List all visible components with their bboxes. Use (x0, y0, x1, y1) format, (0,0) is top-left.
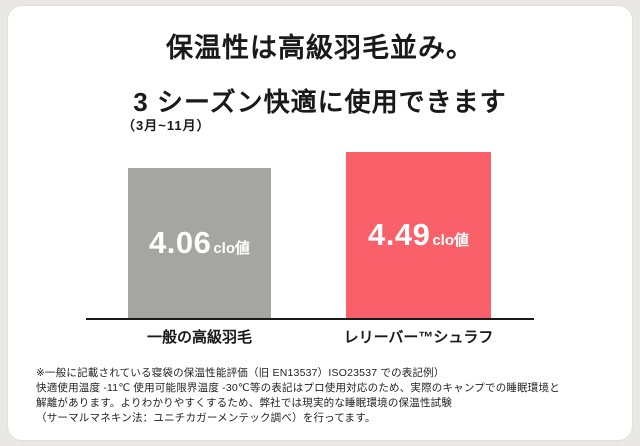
bar-value-number: 4.06 (148, 225, 212, 260)
footnote-line: 快適使用温度 -11℃ 使用可能限界温度 -30℃等の表記はプロ使用対応のため、… (36, 382, 560, 394)
bar-value-unit: clo値 (213, 240, 251, 257)
footnote-line: 解離があります。よりわかりやすくするため、弊社では現実的な睡眠環境の保温性試験 (36, 397, 453, 409)
bar-value-unit: clo値 (432, 232, 470, 249)
footnote-line: （サーマルマネキン法：ユニチカガーメンテック調べ）を行ってます。 (36, 412, 376, 424)
footnote: ※一般に記載されている寝袋の保温性能評価（旧 EN13537）ISO23537 … (36, 366, 611, 426)
bar-value-number: 4.49 (367, 217, 431, 252)
category-labels: 一般の高級羽毛 レリーバー™シュラフ (86, 326, 534, 348)
page-subtitle: 3 シーズン快適に使用できます (133, 87, 507, 117)
bar-chart: 4.06 clo値 4.49 clo値 (86, 138, 534, 320)
bar-value-reliever: 4.49 clo値 (368, 217, 469, 253)
footnote-line: ※一般に記載されている寝袋の保温性能評価（旧 EN13537）ISO23537 … (36, 367, 445, 379)
bar-reliever-sleeping-bag: 4.49 clo値 (346, 152, 491, 318)
category-label-general-down: 一般の高級羽毛 (146, 329, 252, 346)
bar-value-general-down: 4.06 clo値 (149, 225, 250, 261)
infographic-card (8, 6, 632, 440)
category-label-reliever: レリーバー™シュラフ (343, 329, 494, 346)
bar-general-down: 4.06 clo値 (128, 168, 271, 318)
season-note: （3月~11月） (122, 118, 211, 133)
page-title: 保温性は高級羽毛並み。 (166, 33, 474, 63)
